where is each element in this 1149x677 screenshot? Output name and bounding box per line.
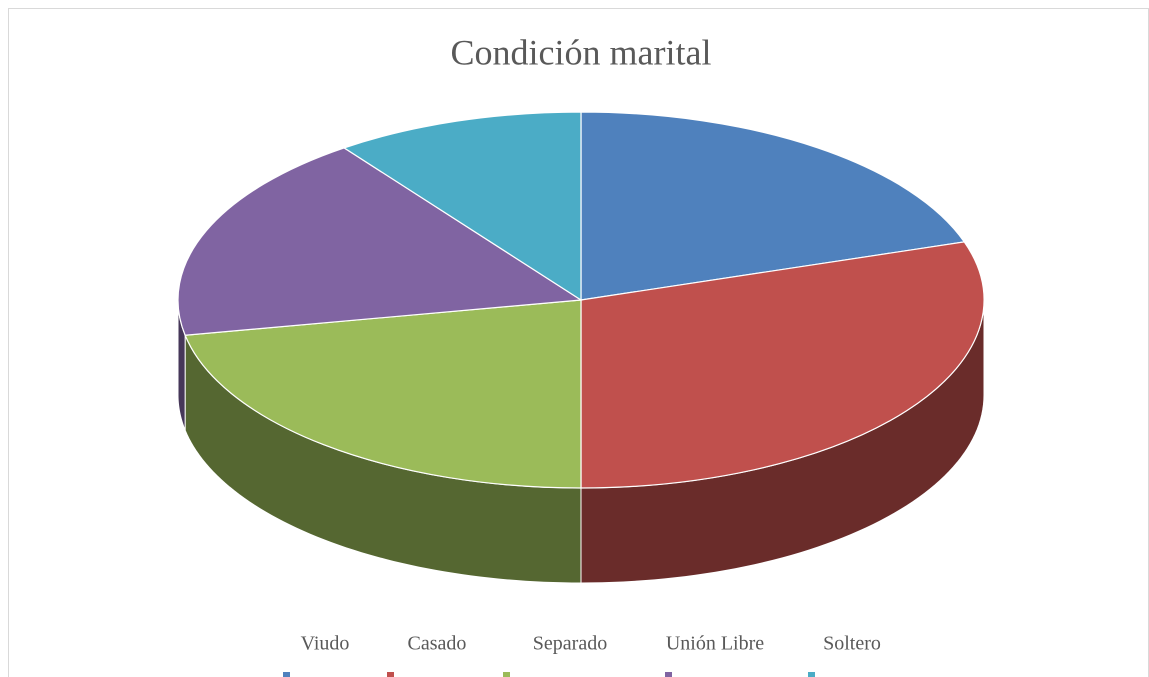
legend-marker — [665, 672, 672, 677]
legend-label: Separado — [533, 633, 607, 655]
legend-marker — [503, 672, 510, 677]
chart-title: Condición marital — [451, 32, 712, 72]
legend-marker — [808, 672, 815, 677]
legend-label: Viudo — [301, 633, 350, 655]
slice — [580, 111, 966, 301]
legend-marker — [387, 672, 394, 677]
legend-marker — [283, 672, 290, 677]
slice — [580, 241, 985, 489]
slice — [342, 111, 582, 302]
legend-label: Soltero — [823, 633, 881, 655]
legend-label: Casado — [408, 633, 467, 655]
slice — [177, 147, 583, 336]
legend-label: Unión Libre — [666, 633, 764, 655]
slice — [184, 299, 582, 489]
